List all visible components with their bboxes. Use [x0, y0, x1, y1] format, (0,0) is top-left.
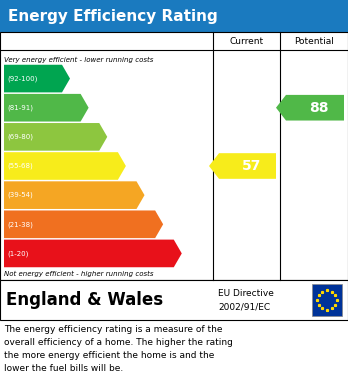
Text: (81-91): (81-91) [7, 104, 33, 111]
Polygon shape [4, 94, 89, 122]
Text: B: B [90, 101, 99, 114]
Text: EU Directive: EU Directive [218, 289, 274, 298]
Polygon shape [4, 210, 163, 238]
Text: (21-38): (21-38) [7, 221, 33, 228]
Text: (92-100): (92-100) [7, 75, 37, 82]
Bar [0, 280, 348, 320]
Bar [312, 284, 342, 316]
Text: The energy efficiency rating is a measure of the
overall efficiency of a home. T: The energy efficiency rating is a measur… [4, 325, 233, 373]
Text: (1-20): (1-20) [7, 250, 29, 256]
Bar [0, 32, 348, 280]
Text: F: F [164, 218, 173, 231]
Bar [0, 0, 348, 32]
Text: A: A [71, 72, 81, 85]
Polygon shape [276, 95, 344, 120]
Polygon shape [4, 152, 126, 180]
Polygon shape [4, 65, 70, 92]
Text: Current: Current [229, 36, 263, 45]
Text: Energy Efficiency Rating: Energy Efficiency Rating [8, 9, 218, 23]
Text: G: G [183, 247, 193, 260]
Text: Not energy efficient - higher running costs: Not energy efficient - higher running co… [4, 271, 153, 277]
Text: Very energy efficient - lower running costs: Very energy efficient - lower running co… [4, 57, 153, 63]
Polygon shape [4, 181, 144, 209]
Text: 88: 88 [309, 101, 329, 115]
Text: Potential: Potential [294, 36, 334, 45]
Polygon shape [4, 240, 182, 267]
Text: (69-80): (69-80) [7, 134, 33, 140]
Text: 2002/91/EC: 2002/91/EC [218, 303, 270, 312]
Text: England & Wales: England & Wales [6, 291, 163, 309]
Polygon shape [209, 153, 276, 179]
Text: (39-54): (39-54) [7, 192, 33, 198]
Text: (55-68): (55-68) [7, 163, 33, 169]
Text: 57: 57 [242, 159, 261, 173]
Text: D: D [127, 160, 137, 172]
Text: E: E [145, 188, 154, 202]
Polygon shape [4, 123, 107, 151]
Text: C: C [108, 130, 117, 143]
